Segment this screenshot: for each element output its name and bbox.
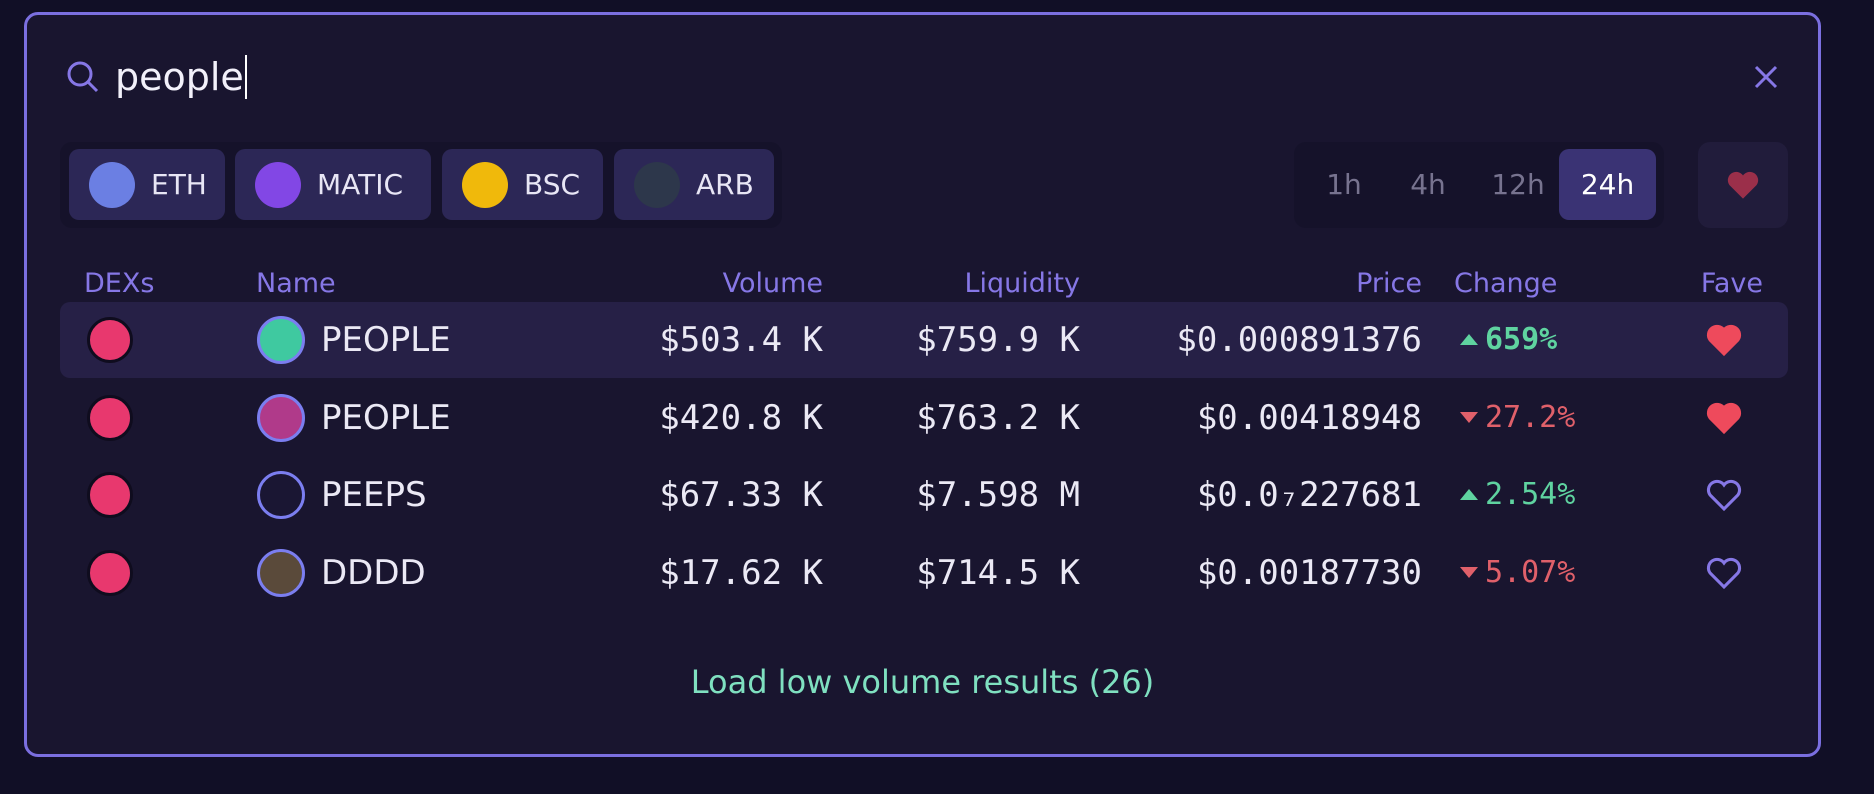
favorites-filter[interactable] [1698, 142, 1788, 228]
timeframe-option[interactable]: 4h [1410, 168, 1446, 201]
token-name: PEOPLE [321, 320, 451, 360]
column-header: Name [256, 268, 336, 299]
timeframe-option[interactable]: 24h [1559, 149, 1656, 220]
chain-label: ARB [696, 168, 754, 201]
token-name: DDDD [321, 553, 426, 593]
change-arrow [1460, 567, 1478, 578]
search-input[interactable]: people [115, 55, 247, 99]
liquidity-value: $763.2 K [916, 398, 1080, 438]
liquidity-value: $759.9 K [916, 320, 1080, 360]
fave-button[interactable] [1705, 478, 1743, 516]
token-icon [257, 549, 305, 597]
dex-icon [87, 472, 133, 518]
liquidity-value: $714.5 K [916, 553, 1080, 593]
dex-icon [87, 317, 133, 363]
timeframe-option[interactable]: 12h [1491, 168, 1545, 201]
change-value: 2.54% [1485, 477, 1576, 512]
chain-chip[interactable]: MATIC [235, 149, 431, 220]
fave-button[interactable] [1705, 556, 1743, 594]
change-value: 659% [1485, 322, 1558, 357]
price-value: $0.00187730 [1196, 553, 1422, 593]
row-highlight [60, 302, 1788, 378]
change-value: 5.07% [1485, 555, 1576, 590]
fave-button[interactable] [1705, 401, 1743, 439]
column-header: Price [1356, 268, 1422, 299]
change-arrow [1460, 334, 1478, 345]
column-header: DEXs [84, 268, 155, 299]
chain-chip[interactable]: ETH [69, 149, 225, 220]
timeframe-option[interactable]: 1h [1326, 168, 1362, 201]
volume-value: $420.8 K [659, 398, 823, 438]
chain-label: BSC [524, 168, 581, 201]
token-icon [257, 316, 305, 364]
load-more-link[interactable]: Load low volume results (26) [690, 663, 1155, 701]
chain-label: ETH [151, 168, 207, 201]
price-value: $0.0₇227681 [1196, 475, 1422, 515]
chain-icon [255, 161, 301, 208]
token-icon [257, 394, 305, 442]
token-icon [257, 471, 305, 519]
column-header: Change [1454, 268, 1558, 299]
column-header: Fave [1700, 268, 1763, 299]
volume-value: $67.33 K [659, 475, 823, 515]
close-button[interactable] [1752, 63, 1780, 91]
chain-chip[interactable]: ARB [614, 149, 774, 220]
volume-value: $17.62 K [659, 553, 823, 593]
search-modal: people Load low volume results (26) ETH M… [24, 12, 1821, 757]
change-value: 27.2% [1485, 400, 1576, 435]
price-value: $0.00418948 [1196, 398, 1422, 438]
volume-value: $503.4 K [659, 320, 823, 360]
token-name: PEOPLE [321, 398, 451, 438]
column-header: Liquidity [964, 268, 1080, 299]
chain-icon [89, 161, 135, 208]
dex-icon [87, 550, 133, 596]
chain-label: MATIC [317, 168, 404, 201]
dex-icon [87, 395, 133, 441]
change-arrow [1460, 489, 1478, 500]
fave-button[interactable] [1705, 323, 1743, 361]
price-value: $0.000891376 [1176, 320, 1422, 360]
token-name: PEEPS [321, 475, 427, 515]
chain-icon [634, 161, 680, 208]
search-icon [67, 61, 99, 93]
chain-chip[interactable]: BSC [442, 149, 603, 220]
change-arrow [1460, 412, 1478, 423]
liquidity-value: $7.598 M [916, 475, 1080, 515]
chain-icon [462, 161, 508, 208]
column-header: Volume [722, 268, 823, 299]
